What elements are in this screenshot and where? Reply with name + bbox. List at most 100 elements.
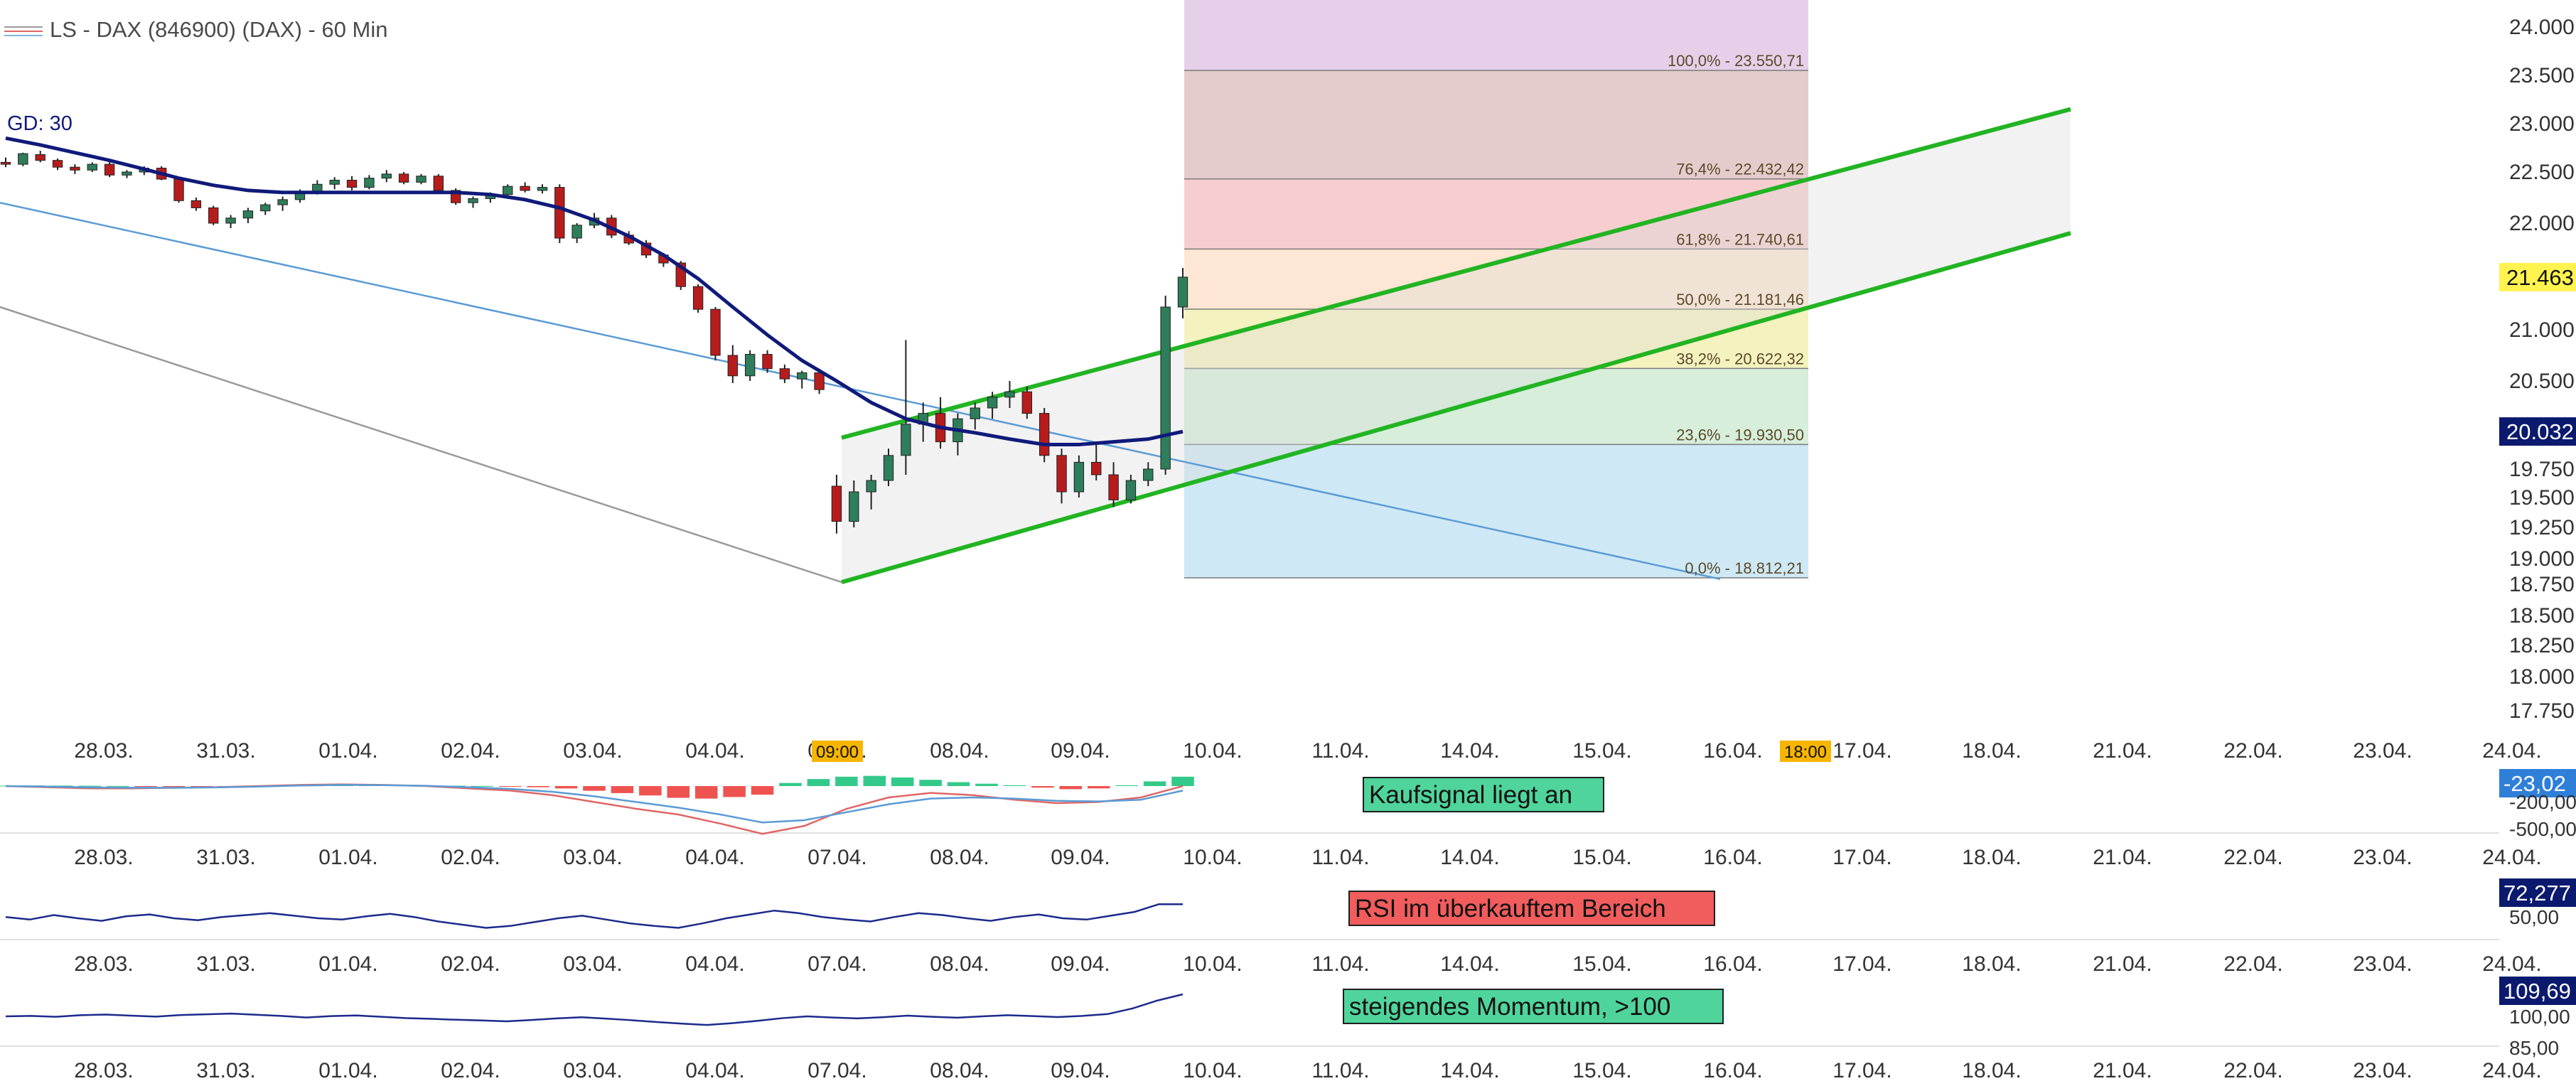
date-tick-label: 18.04. [1962, 846, 2021, 869]
candle-41 [710, 307, 721, 361]
price-tick-label: 17.750 [2509, 699, 2575, 723]
date-tick-label: 09.04. [1051, 952, 1110, 976]
date-tick-label: 14.04. [1440, 1059, 1499, 1082]
candle-body [571, 225, 582, 239]
candle-body [901, 424, 911, 456]
macd-bar-25 [694, 786, 718, 799]
macd-signal-text: Kaufsignal liegt an [1369, 781, 1572, 809]
date-tick-label: 17.04. [1832, 846, 1891, 869]
date-tick-label: 24.04. [2482, 846, 2541, 869]
date-tick-label: 08.04. [930, 739, 989, 763]
date-tick-label: 22.04. [2223, 1059, 2282, 1082]
date-tick-label: 07.04. [807, 1059, 866, 1082]
rsi-signal-text: RSI im überkauftem Bereich [1355, 895, 1666, 923]
date-tick-label: 15.04. [1572, 846, 1631, 869]
date-tick-label: 09.04. [1051, 1059, 1110, 1082]
date-tick-label: 07.04. [807, 846, 866, 869]
fib-level-label-0: 100,0% - 23.550,71 [1668, 52, 1804, 70]
date-tick-label: 11.04. [1311, 846, 1369, 869]
trend-channel[interactable] [841, 107, 2071, 585]
macd-tick-2: -500,00 [2509, 818, 2576, 840]
candle-20 [346, 176, 358, 190]
candle-1 [18, 152, 28, 166]
price-tick-label: 24.000 [2509, 16, 2575, 39]
macd-value-label: -23,02 [2503, 771, 2566, 796]
candle-22 [381, 170, 392, 183]
rsi-tick-1: 50,00 [2509, 906, 2559, 928]
date-tick-label: 10.04. [1183, 952, 1242, 976]
date-tick-label: 21.04. [2093, 952, 2152, 976]
date-tick-label: 01.04. [318, 739, 377, 763]
candle-body [1177, 276, 1188, 308]
time-markers: 09:00 18:00 [812, 741, 1831, 762]
fibonacci-retracement[interactable] [1184, 0, 1808, 579]
candle-body [1108, 474, 1119, 500]
candle-body [1091, 461, 1102, 475]
date-tick-label: 31.03. [196, 952, 255, 976]
macd-bar-3 [78, 785, 102, 787]
macd-bar-19 [527, 786, 549, 787]
date-tick-label: 22.04. [2223, 739, 2282, 763]
date-tick-label: 08.04. [930, 846, 989, 869]
candle-45 [779, 364, 790, 384]
date-tick-label: 10.04. [1183, 1059, 1242, 1082]
macd-bar-7 [190, 786, 213, 787]
date-tick-label: 18.04. [1962, 739, 2021, 763]
date-tick-label: 23.04. [2353, 739, 2412, 763]
date-tick-label: 22.04. [2223, 952, 2282, 976]
moving-average-label: GD: 30 [7, 112, 73, 135]
momentum-line [5, 993, 1184, 1026]
date-tick-label: 04.04. [685, 1059, 744, 1082]
date-tick-label: 28.03. [74, 1059, 133, 1082]
chart-header: LS - DAX (846900) (DAX) - 60 Min GD: 30 [4, 17, 388, 135]
date-tick-label: 04.04. [685, 846, 744, 869]
price-tick-label: 23.000 [2509, 112, 2575, 136]
date-tick-label: 11.04. [1311, 739, 1369, 763]
candle-0 [0, 157, 11, 168]
fib-level-label-6: 0,0% - 18.812,21 [1685, 559, 1804, 577]
candle-body [554, 187, 565, 239]
date-tick-label: 21.04. [2093, 846, 2152, 869]
macd-bar-34 [947, 782, 970, 786]
fib-band-2 [1184, 249, 1808, 309]
candle-body [762, 354, 773, 370]
date-tick-label: 08.04. [930, 1059, 989, 1082]
candle-47 [814, 368, 825, 394]
time-marker-badge [1780, 741, 1831, 762]
candle-body [398, 173, 409, 183]
date-tick-label: 31.03. [196, 846, 255, 869]
candle-body [987, 397, 998, 409]
candle-body [727, 355, 739, 377]
fibonacci-labels: 100,0% - 23.550,71 76,4% - 22.432,42 61,8%… [1668, 52, 1804, 577]
date-tick-label: 22.04. [2223, 846, 2282, 869]
date-tick-label: 03.04. [563, 739, 622, 763]
candle-19 [329, 177, 340, 190]
price-tick-label: 20.500 [2509, 370, 2575, 393]
date-tick-label: 23.04. [2353, 846, 2412, 869]
date-tick-label: 09.04. [1051, 739, 1110, 763]
time-marker-label: 18:00 [1784, 743, 1827, 762]
candle-25 [433, 173, 444, 193]
candle-body [744, 354, 756, 377]
candle-body [190, 200, 202, 208]
candle-body [52, 160, 63, 168]
macd-bar-38 [1059, 786, 1083, 790]
candle-49 [849, 480, 859, 527]
fib-level-label-2: 61,8% - 21.740,61 [1676, 230, 1804, 248]
price-axis[interactable]: 24.00023.50023.00022.50022.00021.50021.0… [2499, 16, 2576, 723]
candle-58 [1004, 381, 1015, 408]
candle-body [883, 455, 894, 481]
candle-body [225, 217, 236, 224]
candle-68 [1177, 268, 1188, 318]
candle-33 [571, 223, 582, 243]
date-tick-label: 18.04. [1962, 952, 2021, 976]
candle-body [1125, 480, 1137, 500]
candle-body [35, 154, 45, 161]
date-tick-label: 24.04. [2482, 952, 2541, 976]
candle-11 [190, 198, 202, 211]
moving-average-line [5, 136, 1184, 446]
candle-body [503, 186, 513, 195]
ma-value-badge [2499, 417, 2576, 446]
macd-bar-28 [779, 783, 802, 786]
